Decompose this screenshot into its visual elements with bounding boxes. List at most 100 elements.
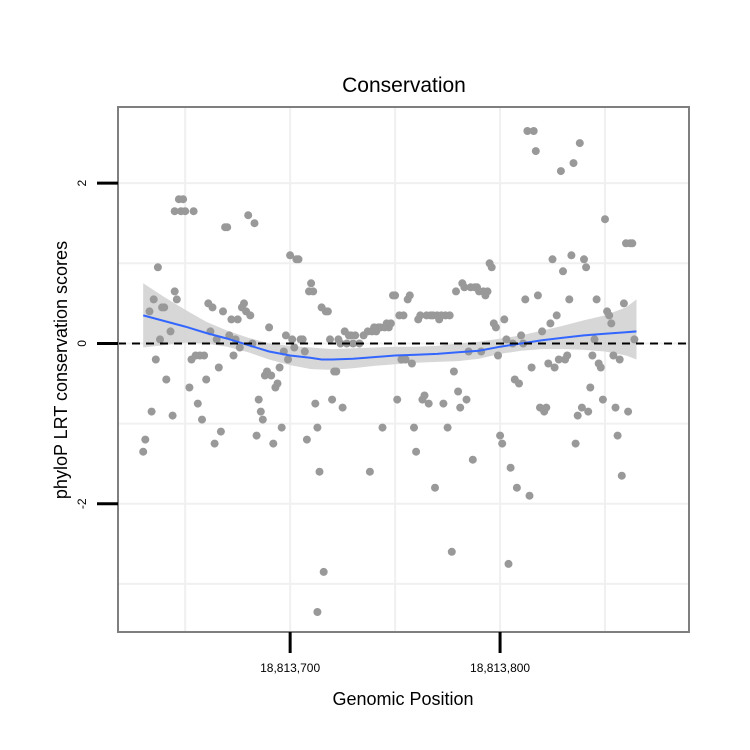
data-point (544, 359, 553, 368)
data-point (452, 287, 460, 296)
data-point (216, 427, 225, 436)
data-point (563, 351, 572, 360)
data-point (351, 331, 360, 340)
data-point (149, 295, 158, 304)
data-point (309, 287, 318, 296)
data-point (491, 323, 500, 332)
data-point (554, 355, 563, 364)
data-point (172, 295, 181, 304)
grid-lines (118, 107, 689, 632)
data-point (483, 287, 492, 296)
data-point (256, 407, 265, 416)
data-point (462, 395, 471, 404)
data-point (598, 395, 607, 404)
data-point (193, 399, 202, 408)
y-axis: -2 0 2 (75, 179, 118, 509)
data-point (601, 215, 609, 224)
data-point (386, 319, 395, 328)
data-point (288, 335, 297, 344)
data-point (502, 335, 511, 344)
x-axis-label: Genomic Position (332, 689, 473, 709)
data-point (586, 383, 595, 392)
y-axis-label: phyloP LRT conservation scores (51, 241, 71, 499)
data-point (531, 147, 540, 156)
data-point (294, 255, 303, 264)
data-point (235, 343, 244, 352)
data-point (546, 319, 555, 328)
data-point (307, 279, 316, 288)
data-point (504, 559, 513, 568)
data-point (552, 311, 561, 320)
data-point (281, 331, 290, 340)
data-point (573, 411, 582, 420)
data-point (412, 447, 421, 456)
x-tick-label: 18,813,800 (470, 661, 530, 675)
data-point (156, 335, 164, 344)
data-point (338, 403, 347, 412)
data-point (212, 335, 221, 344)
data-point (323, 307, 332, 316)
data-point (506, 463, 515, 472)
data-point (311, 399, 320, 408)
data-points-group (139, 127, 639, 616)
data-point (565, 295, 574, 304)
data-point (577, 403, 586, 412)
data-point (619, 299, 628, 308)
data-point (284, 355, 292, 364)
data-point (160, 303, 169, 312)
data-point (521, 295, 530, 304)
data-point (420, 391, 429, 400)
data-point (162, 375, 171, 384)
data-point (244, 211, 253, 220)
data-point (151, 355, 160, 364)
data-point (580, 255, 588, 264)
data-point (607, 319, 616, 328)
data-point (240, 299, 248, 308)
data-point (399, 311, 408, 320)
data-point (615, 355, 624, 364)
data-point (498, 439, 507, 448)
data-point (302, 435, 311, 444)
data-point (494, 351, 502, 360)
data-point (500, 315, 509, 324)
data-point (548, 255, 557, 264)
data-point (170, 207, 179, 216)
x-axis: 18,813,700 18,813,800 (260, 632, 530, 675)
data-point (189, 207, 198, 216)
data-point (416, 311, 425, 320)
data-point (313, 423, 322, 432)
data-point (139, 447, 148, 456)
panel-border (117, 106, 690, 633)
data-point (208, 303, 217, 312)
data-point (254, 395, 263, 404)
data-point (542, 403, 551, 412)
data-point (141, 435, 150, 444)
data-point (246, 311, 255, 320)
data-point (269, 439, 278, 448)
data-point (512, 483, 521, 492)
data-point (250, 219, 259, 228)
data-point (525, 491, 534, 500)
data-point (286, 251, 295, 260)
data-point (378, 423, 387, 432)
data-point (401, 355, 410, 364)
data-point (170, 287, 179, 296)
y-tick-label: -2 (75, 498, 89, 509)
data-point (439, 399, 448, 408)
data-point (275, 363, 284, 372)
data-point (630, 335, 639, 344)
data-point (460, 283, 469, 292)
data-point (202, 375, 211, 384)
data-point (147, 407, 156, 416)
data-point (258, 415, 267, 424)
data-point (611, 403, 620, 412)
data-point (449, 367, 458, 376)
data-point (233, 315, 242, 324)
data-point (456, 403, 465, 412)
data-point (214, 363, 223, 372)
data-point (496, 431, 505, 440)
data-point (588, 351, 597, 360)
data-point (628, 239, 637, 248)
data-point (407, 359, 416, 368)
